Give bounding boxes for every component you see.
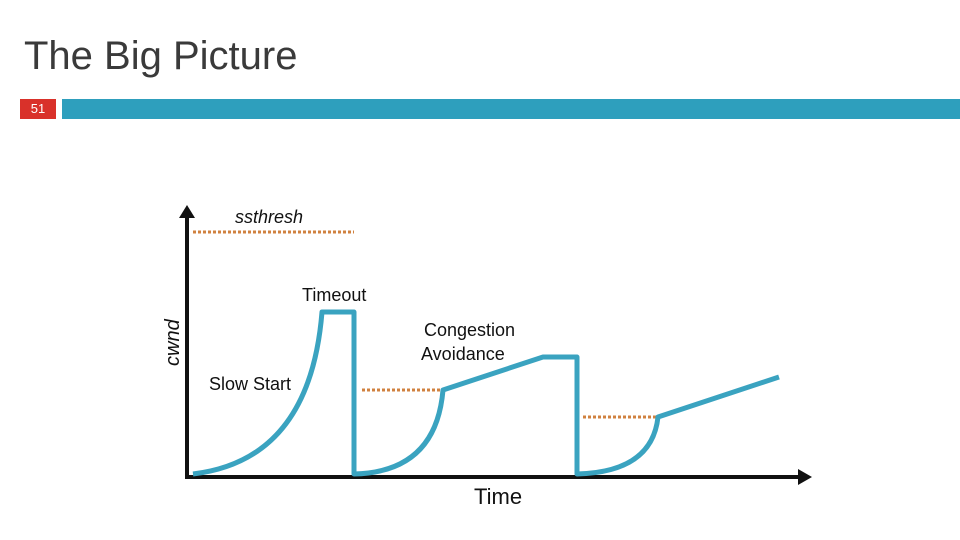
slow-start-label: Slow Start [209, 374, 291, 394]
congestion-avoidance-label-line2: Avoidance [421, 344, 505, 364]
y-axis-label: cwnd [162, 318, 184, 366]
x-axis-arrowhead [798, 469, 812, 485]
title-accent-bar [62, 99, 960, 119]
cwnd-curve [192, 309, 780, 477]
congestion-avoidance-label-line1: Congestion [424, 320, 515, 340]
ssthresh-label: ssthresh [235, 207, 303, 227]
timeout-label: Timeout [302, 285, 366, 305]
y-axis-arrowhead [179, 205, 195, 218]
x-axis-label: Time [474, 484, 522, 509]
slide-title: The Big Picture [24, 34, 298, 78]
slide-number-badge: 51 [20, 99, 56, 119]
